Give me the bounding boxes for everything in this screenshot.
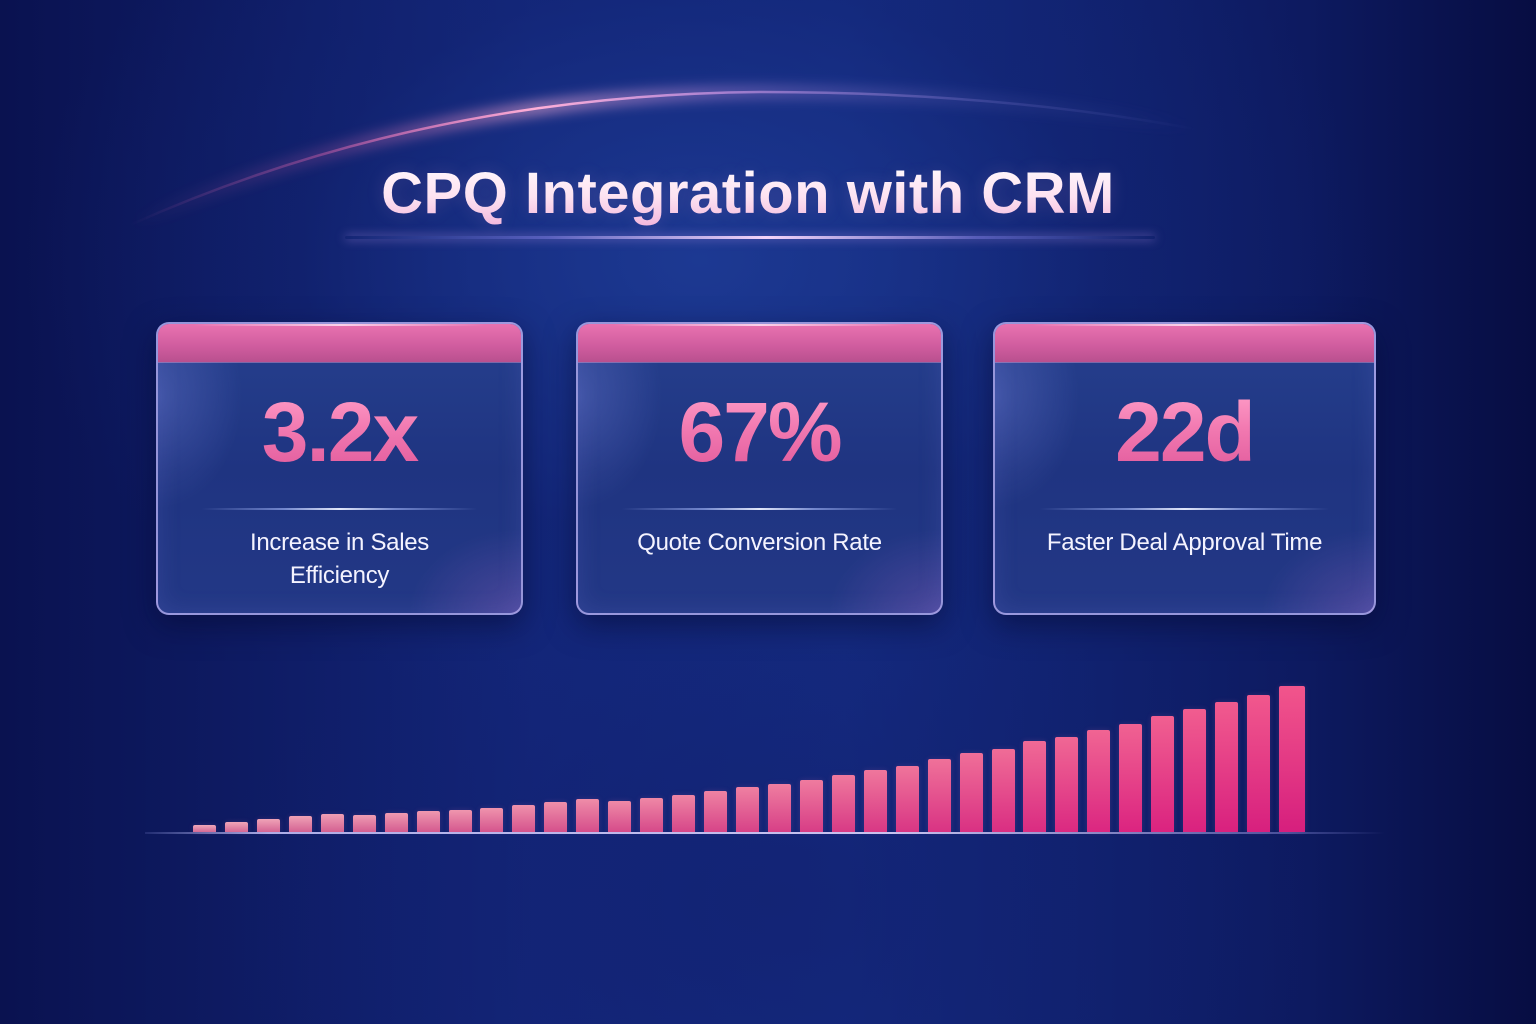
chart-bar (353, 815, 376, 832)
card-divider (621, 508, 898, 510)
glow-arc-decoration (127, 84, 1202, 232)
chart-bar (385, 813, 408, 832)
chart-bar (864, 770, 887, 832)
chart-bar (1055, 737, 1078, 832)
chart-bar (928, 759, 951, 832)
metric-value: 3.2x (158, 390, 521, 474)
chart-bar (576, 799, 599, 832)
chart-bar (193, 825, 216, 832)
chart-bar (512, 805, 535, 832)
chart-bar (640, 798, 663, 832)
chart-bar (257, 819, 280, 832)
chart-bar (768, 784, 791, 832)
title-underline-glow (345, 236, 1155, 239)
chart-bar (1247, 695, 1270, 832)
chart-bar (992, 749, 1015, 832)
chart-bar (225, 822, 248, 832)
chart-bar (1119, 724, 1142, 832)
chart-bar (321, 814, 344, 832)
metric-label: Quote Conversion Rate (637, 529, 882, 556)
metric-value: 22d (995, 390, 1374, 474)
chart-bar (704, 791, 727, 832)
chart-bar (736, 787, 759, 832)
card-divider (201, 508, 478, 510)
chart-bar (800, 780, 823, 832)
chart-bar (1023, 741, 1046, 832)
card-header-strip (995, 324, 1374, 362)
chart-bar (544, 802, 567, 832)
metric-card-sales-efficiency: 3.2x Increase in Sales Efficiency (156, 322, 523, 615)
metric-card-quote-conversion: 67% Quote Conversion Rate (576, 322, 943, 615)
chart-bar (1215, 702, 1238, 832)
card-divider (1040, 508, 1329, 510)
chart-bar (1087, 730, 1110, 832)
chart-bar (449, 810, 472, 832)
chart-bar (832, 775, 855, 832)
metric-label: Increase in Sales Efficiency (249, 529, 429, 589)
chart-bar (1279, 686, 1305, 832)
growth-bar-chart (145, 660, 1385, 840)
chart-bar (672, 795, 695, 832)
metric-card-deal-approval: 22d Faster Deal Approval Time (993, 322, 1376, 615)
chart-bar (480, 808, 503, 832)
chart-bar (1183, 709, 1206, 832)
metric-label: Faster Deal Approval Time (1046, 529, 1323, 556)
chart-baseline (145, 832, 1385, 834)
card-header-strip (578, 324, 941, 362)
metric-value: 67% (578, 390, 941, 474)
page-title: CPQ Integration with CRM (0, 160, 1496, 227)
chart-bar (608, 801, 631, 832)
chart-bar (417, 811, 440, 832)
chart-bar (896, 766, 919, 832)
chart-bar (1151, 716, 1174, 832)
chart-bar (960, 753, 983, 832)
card-header-strip (158, 324, 521, 362)
chart-bar (289, 816, 312, 832)
